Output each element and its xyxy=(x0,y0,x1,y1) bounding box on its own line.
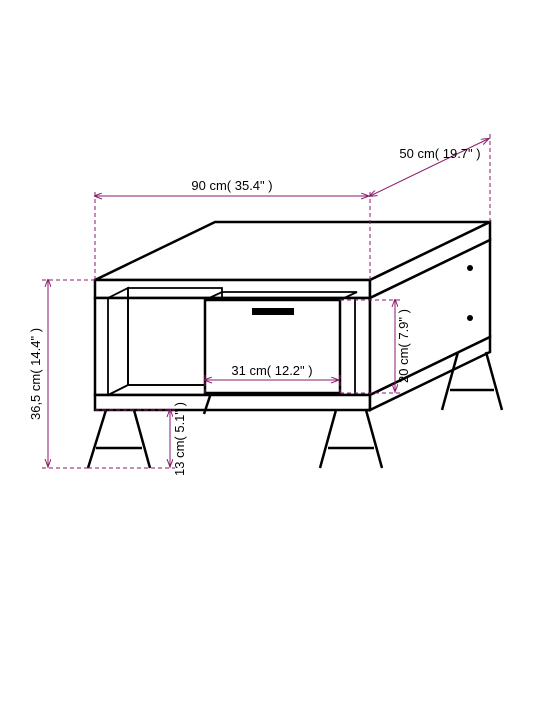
leg-height-label: 13 cm( 5.1" ) xyxy=(172,402,187,476)
top-edge-front xyxy=(95,280,370,298)
shelf-pin xyxy=(467,265,473,271)
drawer-handle xyxy=(252,308,294,315)
shelf-pin xyxy=(467,315,473,321)
drawer-height-label: 20 cm( 7.9" ) xyxy=(396,309,411,383)
bottom-edge-front xyxy=(95,395,370,410)
dimension-diagram: 90 cm( 35.4" ) 50 cm( 19.7" ) 36,5 cm( 1… xyxy=(0,0,540,720)
width-label: 90 cm( 35.4" ) xyxy=(191,178,272,193)
drawer-width-label: 31 cm( 12.2" ) xyxy=(231,363,312,378)
depth-label: 50 cm( 19.7" ) xyxy=(399,146,480,161)
height-label: 36,5 cm( 14.4" ) xyxy=(28,328,43,420)
